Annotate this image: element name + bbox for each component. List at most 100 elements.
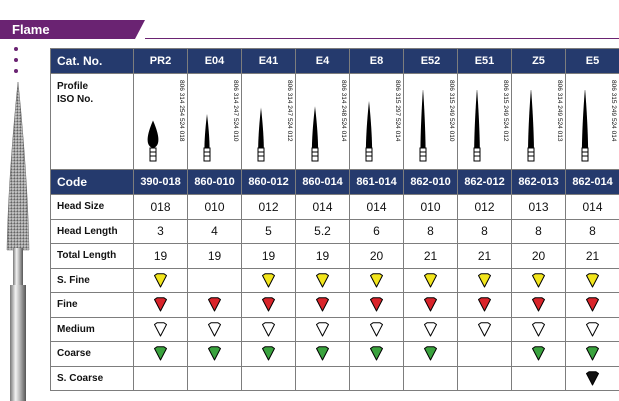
- code-cell: 862-014: [565, 169, 619, 195]
- row-label: Head Size: [50, 194, 134, 220]
- value-cell: 21: [457, 243, 512, 269]
- code-cell: 862-012: [457, 169, 512, 195]
- grit-marker-icon: [370, 322, 383, 337]
- flame-bur-table: Cat. No. PR2 E04 E41 E4 E8 E52 E51 Z5 E5 Profile IS…: [50, 48, 619, 391]
- section-title: Flame: [12, 22, 50, 37]
- profile-cell: 806 314 247 524 010: [187, 73, 242, 170]
- profile-label: Profile ISO No.: [50, 73, 134, 170]
- bur-profile-icon: [473, 90, 481, 162]
- grit-marker-icon: [586, 346, 599, 361]
- grit-cell: [187, 341, 242, 367]
- grit-cell: [187, 316, 242, 342]
- grit-cell: [511, 267, 566, 293]
- grit-marker-icon: [154, 346, 167, 361]
- grit-cell: [241, 292, 296, 318]
- grit-marker-icon: [208, 322, 221, 337]
- value-cell: 20: [349, 243, 404, 269]
- grit-cell: [403, 267, 458, 293]
- grit-marker-icon: [316, 273, 329, 288]
- cat-no-cell: Z5: [511, 48, 566, 74]
- code-cell: 860-010: [187, 169, 242, 195]
- grit-cell: [349, 292, 404, 318]
- bur-profile-icon: [365, 101, 373, 162]
- row-label: S. Coarse: [50, 365, 134, 391]
- grit-cell: [295, 341, 350, 367]
- value-cell: 010: [187, 194, 242, 220]
- iso-label-text: ISO No.: [57, 94, 94, 105]
- grit-marker-icon: [478, 322, 491, 337]
- profile-cell: 806 314 248 524 014: [295, 73, 350, 170]
- banner-divider: [145, 38, 619, 39]
- grit-cell: [565, 267, 619, 293]
- iso-number: 806 314 247 524 010: [232, 80, 239, 142]
- grit-cell: [295, 365, 350, 391]
- value-cell: 014: [295, 194, 350, 220]
- value-cell: 8: [565, 218, 619, 244]
- cat-no-cell: E04: [187, 48, 242, 74]
- flame-bur-image: [6, 81, 30, 401]
- value-cell: 3: [133, 218, 188, 244]
- bur-profile-icon: [203, 114, 211, 162]
- grit-cell: [295, 292, 350, 318]
- grit-cell: [511, 316, 566, 342]
- code-cell: 861-014: [349, 169, 404, 195]
- grit-cell: [187, 267, 242, 293]
- grit-cell: [349, 267, 404, 293]
- grit-marker-icon: [478, 297, 491, 312]
- iso-number: 806 315 249 524 010: [448, 80, 455, 142]
- row-label: Total Length: [50, 243, 134, 269]
- grit-marker-icon: [316, 346, 329, 361]
- table-row: S. Fine: [50, 267, 619, 293]
- code-row: Code 390-018 860-010 860-012 860-014 861-014 8…: [50, 169, 619, 195]
- row-label: Fine: [50, 292, 134, 318]
- profile-cell: 806 314 249 524 013: [511, 73, 566, 170]
- grit-cell: [403, 292, 458, 318]
- profile-cell: 806 315 249 524 012: [457, 73, 512, 170]
- grit-cell: [511, 341, 566, 367]
- grit-cell: [457, 341, 512, 367]
- value-cell: 010: [403, 194, 458, 220]
- value-cell: 8: [403, 218, 458, 244]
- grit-marker-icon: [532, 273, 545, 288]
- grit-cell: [133, 341, 188, 367]
- section-banner: Flame: [0, 20, 145, 39]
- grit-cell: [187, 292, 242, 318]
- value-cell: 21: [565, 243, 619, 269]
- grit-marker-icon: [532, 322, 545, 337]
- grit-marker-icon: [478, 273, 491, 288]
- grit-cell: [403, 365, 458, 391]
- value-cell: 014: [349, 194, 404, 220]
- grit-marker-icon: [316, 297, 329, 312]
- value-cell: 014: [565, 194, 619, 220]
- grit-cell: [457, 292, 512, 318]
- grit-marker-icon: [586, 297, 599, 312]
- bur-profile-icon: [527, 90, 535, 162]
- code-cell: 862-010: [403, 169, 458, 195]
- cat-no-cell: PR2: [133, 48, 188, 74]
- grit-marker-icon: [586, 273, 599, 288]
- grit-cell: [349, 365, 404, 391]
- value-cell: 21: [403, 243, 458, 269]
- iso-number: 806 315 297 524 014: [394, 80, 401, 142]
- grit-marker-icon: [262, 322, 275, 337]
- profile-cell: 806 315 249 524 010: [403, 73, 458, 170]
- table-row: Total Length 19 19 19 19 20 21 21 20 21: [50, 243, 619, 269]
- grit-marker-icon: [586, 322, 599, 337]
- profile-cell: 806 315 249 524 014: [565, 73, 619, 170]
- iso-number: 806 315 249 524 014: [610, 80, 617, 142]
- iso-number: 806 314 254 524 018: [178, 80, 185, 142]
- value-cell: 6: [349, 218, 404, 244]
- grit-marker-icon: [262, 346, 275, 361]
- grit-marker-icon: [370, 297, 383, 312]
- table-row: Head Size 018 010 012 014 014 010 012 013 014: [50, 194, 619, 220]
- cat-no-cell: E4: [295, 48, 350, 74]
- row-label: Head Length: [50, 218, 134, 244]
- grit-marker-icon: [262, 297, 275, 312]
- grit-marker-icon: [424, 297, 437, 312]
- grit-cell: [457, 316, 512, 342]
- iso-number: 806 315 249 524 012: [502, 80, 509, 142]
- profile-label-text: Profile: [57, 81, 89, 92]
- table-row: S. Coarse: [50, 365, 619, 391]
- grit-cell: [511, 365, 566, 391]
- value-cell: 018: [133, 194, 188, 220]
